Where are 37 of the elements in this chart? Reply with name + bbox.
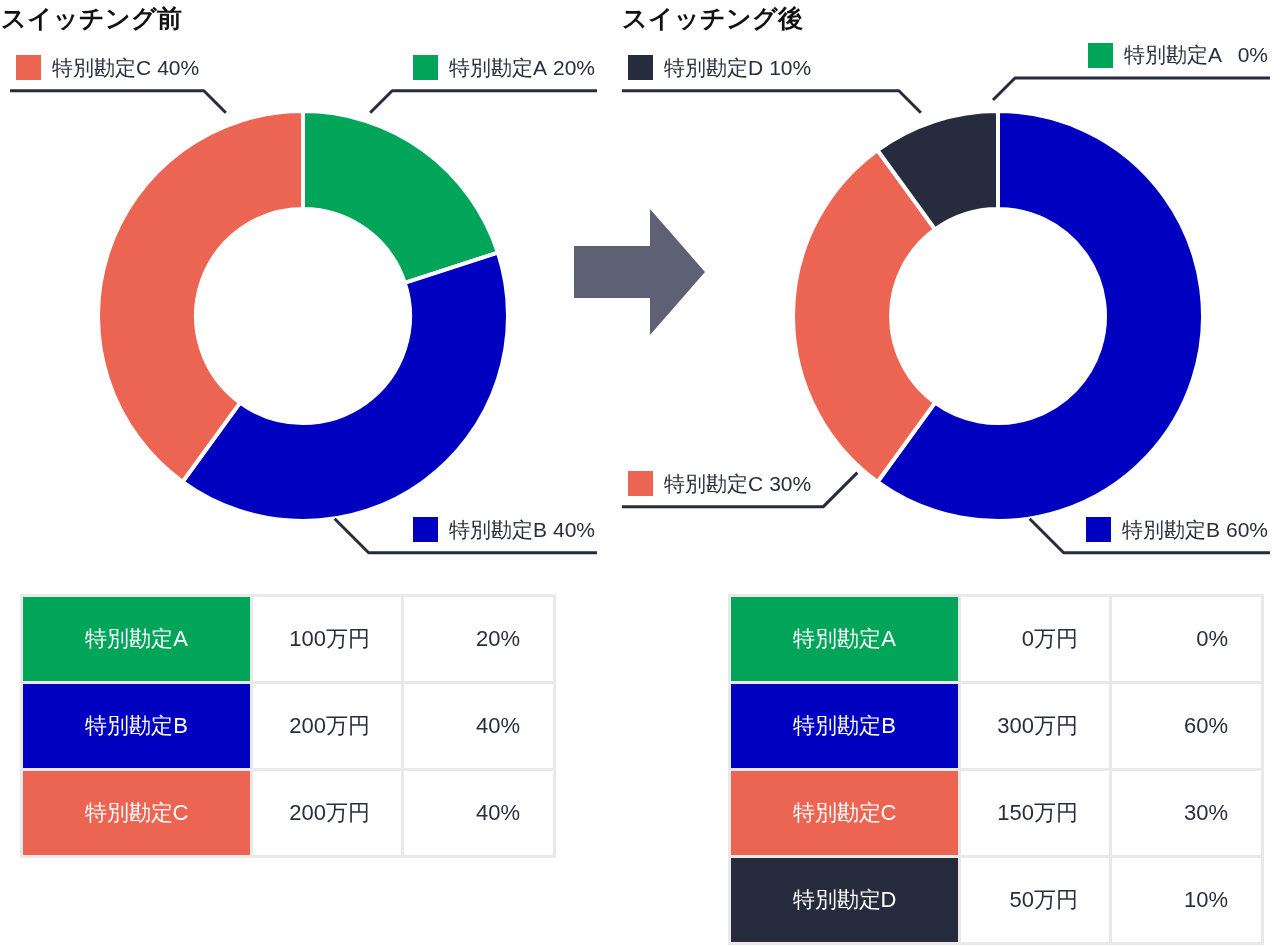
text: 200万円 xyxy=(289,799,370,827)
data-label: 10% xyxy=(769,55,812,80)
text: 0万円 xyxy=(1021,625,1078,653)
text: 40% xyxy=(475,713,520,738)
data-label: 20% xyxy=(552,55,595,80)
legend-label: 特別勘定B xyxy=(448,516,547,543)
text: 10% xyxy=(1183,887,1228,912)
data-label: 60% xyxy=(1225,517,1268,542)
text: 20% xyxy=(475,626,520,651)
category-label: 特別勘定B xyxy=(793,713,896,738)
category-label: 特別勘定C xyxy=(792,800,897,825)
text: 0% xyxy=(1237,43,1268,66)
data-label: 40% xyxy=(157,55,200,80)
text: 150万円 xyxy=(997,799,1078,827)
data-label: 40% xyxy=(552,517,595,542)
category-label: 特別勘定B xyxy=(85,713,188,738)
category-label: 特別勘定A xyxy=(85,626,188,651)
legend-label: 特別勘定C xyxy=(52,54,152,81)
text: 300万円 xyxy=(997,712,1078,740)
legend-label: 特別勘定B xyxy=(1121,516,1220,543)
text: 0% xyxy=(1196,626,1228,651)
text: 40% xyxy=(475,800,520,825)
chart-title: スイッチング前 xyxy=(1,4,182,32)
legend-label: 特別勘定A xyxy=(1124,42,1223,68)
legend-label: 特別勘定A xyxy=(448,54,547,81)
text: 30% xyxy=(1183,800,1228,825)
category-label: 特別勘定C xyxy=(84,800,189,825)
legend-label: 特別勘定D xyxy=(664,54,764,81)
chart-title: スイッチング後 xyxy=(622,4,803,32)
text: 200万円 xyxy=(289,712,370,740)
text: 100万円 xyxy=(289,625,370,653)
text: 50万円 xyxy=(1009,886,1078,914)
legend-label: 特別勘定C xyxy=(664,470,764,497)
text: 60% xyxy=(1183,713,1228,738)
category-label: 特別勘定A xyxy=(793,626,896,651)
data-label: 30% xyxy=(769,471,812,496)
category-label: 特別勘定D xyxy=(792,887,897,912)
